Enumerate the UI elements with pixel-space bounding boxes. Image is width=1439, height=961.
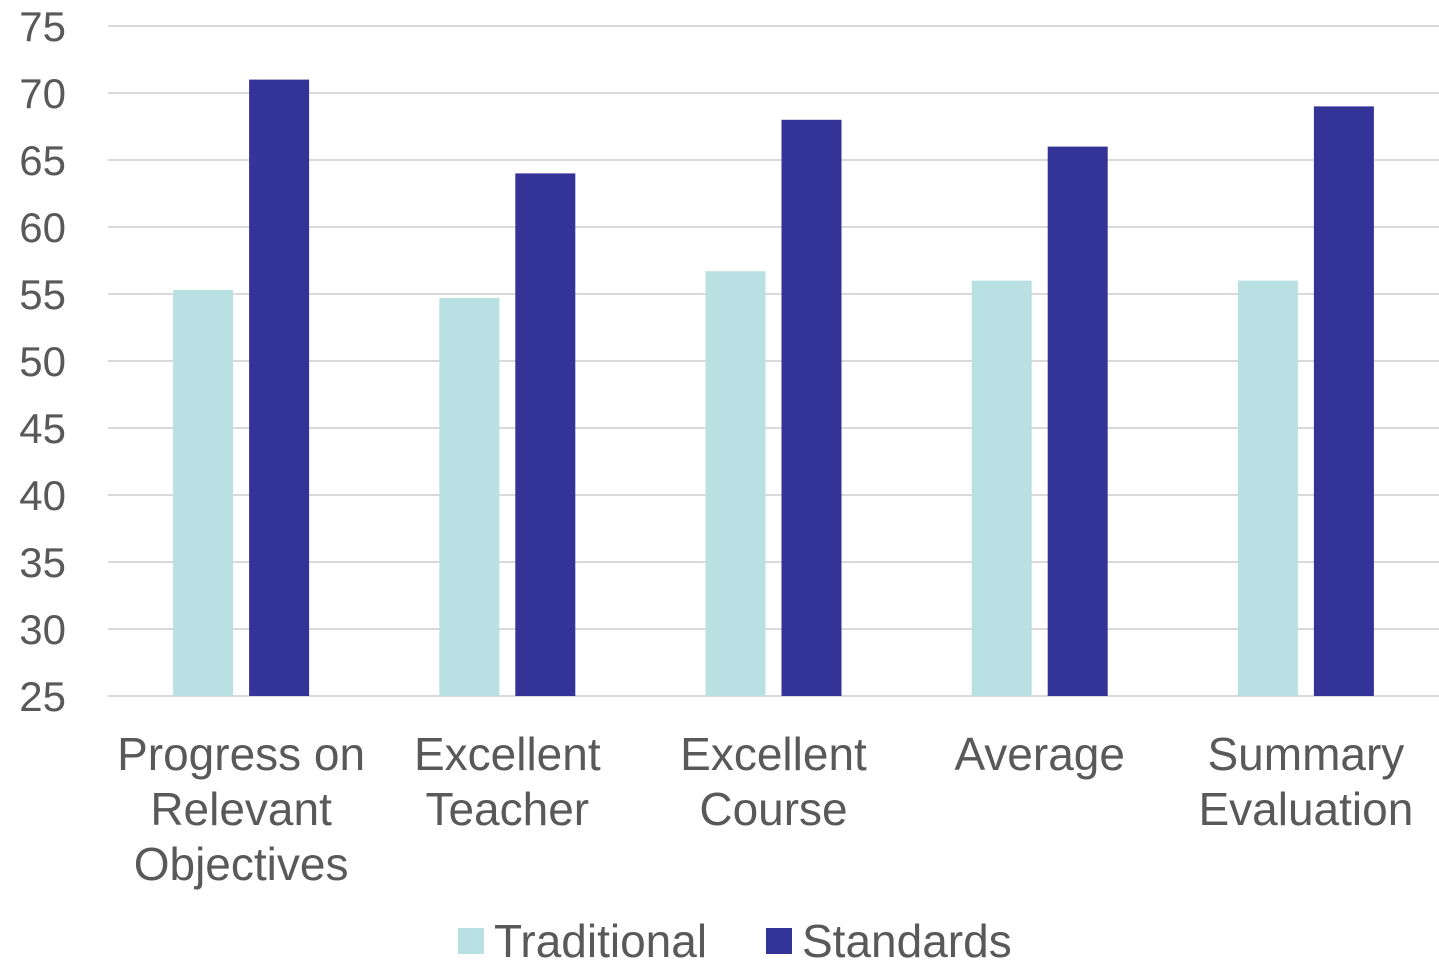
legend-label-standards: Standards xyxy=(802,915,1012,961)
x-category-label-line: Teacher xyxy=(425,783,589,835)
y-tick-label: 55 xyxy=(19,271,66,318)
bar-standards-3 xyxy=(1047,146,1108,697)
y-tick-label: 65 xyxy=(19,137,66,184)
x-category-label: Summary Evaluation xyxy=(1198,728,1413,835)
legend: Traditional Standards xyxy=(458,915,1012,961)
bar-standards-1 xyxy=(515,173,576,696)
y-tick-label: 75 xyxy=(19,3,66,50)
bar-standards-0 xyxy=(249,79,310,697)
x-category-label: Average xyxy=(954,728,1125,780)
x-category-label-line: Progress on xyxy=(117,728,365,780)
y-tick-label: 35 xyxy=(19,539,66,586)
x-category-label: Progress on Relevant Objectives xyxy=(117,728,365,890)
x-category-label: Excellent Teacher xyxy=(414,728,601,835)
bar-standards-4 xyxy=(1313,106,1374,696)
y-axis-ticks: 25 30 35 40 45 50 55 60 65 70 75 xyxy=(19,3,66,720)
x-category-label-line: Relevant xyxy=(150,783,332,835)
legend-label-traditional: Traditional xyxy=(494,915,707,961)
x-category-label-line: Evaluation xyxy=(1198,783,1413,835)
x-category-label-line: Objectives xyxy=(134,838,349,890)
x-category-label-line: Summary xyxy=(1207,728,1404,780)
bar-traditional-3 xyxy=(971,280,1032,696)
bar-traditional-0 xyxy=(173,289,234,696)
y-tick-label: 40 xyxy=(19,472,66,519)
y-tick-label: 45 xyxy=(19,405,66,452)
x-category-label: Excellent Course xyxy=(680,728,867,835)
bar-traditional-4 xyxy=(1237,280,1298,696)
x-category-label-line: Average xyxy=(954,728,1125,780)
y-tick-label: 70 xyxy=(19,70,66,117)
x-category-label-line: Excellent xyxy=(414,728,601,780)
y-tick-label: 60 xyxy=(19,204,66,251)
legend-swatch-standards xyxy=(766,928,792,954)
legend-swatch-traditional xyxy=(458,928,484,954)
x-category-label-line: Excellent xyxy=(680,728,867,780)
x-category-label-line: Course xyxy=(699,783,847,835)
bars xyxy=(173,79,1374,697)
bar-traditional-1 xyxy=(439,298,500,696)
y-tick-label: 50 xyxy=(19,338,66,385)
gridlines xyxy=(108,25,1439,697)
bar-traditional-2 xyxy=(705,271,766,696)
bar-standards-2 xyxy=(781,119,842,697)
y-tick-label: 30 xyxy=(19,606,66,653)
y-tick-label: 25 xyxy=(19,673,66,720)
